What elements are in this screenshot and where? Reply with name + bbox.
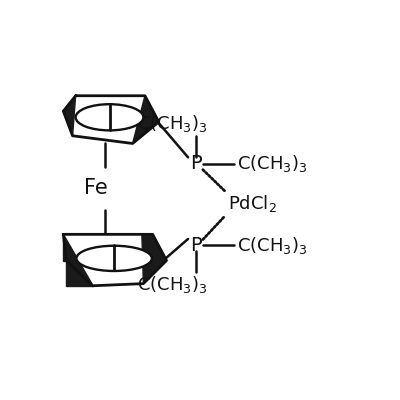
Text: P: P xyxy=(190,236,202,255)
Text: Fe: Fe xyxy=(84,178,108,198)
Text: $\mathregular{C(CH_3)_3}$: $\mathregular{C(CH_3)_3}$ xyxy=(237,153,307,174)
Polygon shape xyxy=(63,234,92,286)
Polygon shape xyxy=(63,96,76,136)
Text: $\mathregular{PdCl_2}$: $\mathregular{PdCl_2}$ xyxy=(228,193,277,214)
Polygon shape xyxy=(133,96,159,144)
Text: $\mathregular{C(CH_3)_3}$: $\mathregular{C(CH_3)_3}$ xyxy=(137,274,208,295)
Ellipse shape xyxy=(76,246,152,271)
Text: P: P xyxy=(190,154,202,173)
Polygon shape xyxy=(142,234,166,284)
Ellipse shape xyxy=(76,104,144,130)
Text: $\mathregular{C(CH_3)_3}$: $\mathregular{C(CH_3)_3}$ xyxy=(237,235,307,256)
Polygon shape xyxy=(63,234,166,286)
Text: $\mathregular{C(CH_3)_3}$: $\mathregular{C(CH_3)_3}$ xyxy=(137,113,208,134)
